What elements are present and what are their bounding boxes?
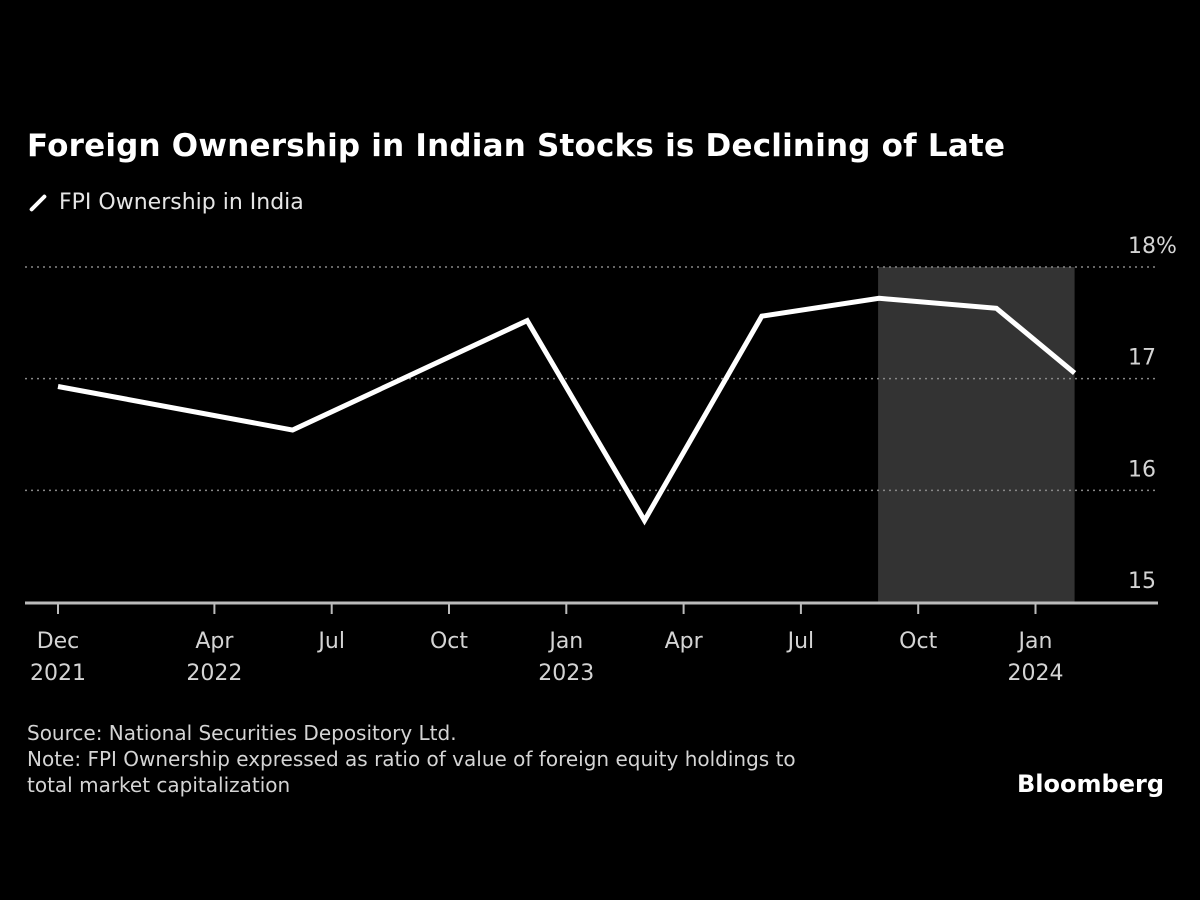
x-tick-label: Dec <box>37 629 80 654</box>
x-tick-label: Apr <box>195 629 234 654</box>
source-note: Source: National Securities Depository L… <box>27 721 457 745</box>
legend: FPI Ownership in India <box>27 190 304 215</box>
y-tick-label: 18% <box>1128 234 1177 259</box>
x-tick-year: 2023 <box>538 661 594 686</box>
note-line-1: Note: FPI Ownership expressed as ratio o… <box>27 747 796 771</box>
bloomberg-logo: Bloomberg <box>1017 770 1164 798</box>
x-tick-label: Oct <box>899 629 937 654</box>
x-tick-year: 2022 <box>186 661 242 686</box>
x-tick-label: Jul <box>316 629 345 654</box>
note-line-2: total market capitalization <box>27 773 291 797</box>
x-tick-year: 2021 <box>30 661 86 686</box>
series-line <box>57 295 1077 526</box>
legend-label: FPI Ownership in India <box>59 190 304 215</box>
chart-footer: Source: National Securities Depository L… <box>27 720 796 798</box>
x-tick-label: Oct <box>430 629 468 654</box>
y-tick-label: 16 <box>1128 457 1156 482</box>
y-tick-label: 15 <box>1128 569 1156 594</box>
x-tick-label: Jul <box>786 629 815 654</box>
x-tick-label: Apr <box>665 629 704 654</box>
shaded-region <box>878 267 1075 602</box>
chart-title: Foreign Ownership in Indian Stocks is De… <box>27 128 1006 164</box>
x-tick-year: 2024 <box>1008 661 1064 686</box>
x-tick-label: Jan <box>1017 629 1053 654</box>
y-tick-label: 17 <box>1128 346 1156 371</box>
x-tick-label: Jan <box>547 629 583 654</box>
